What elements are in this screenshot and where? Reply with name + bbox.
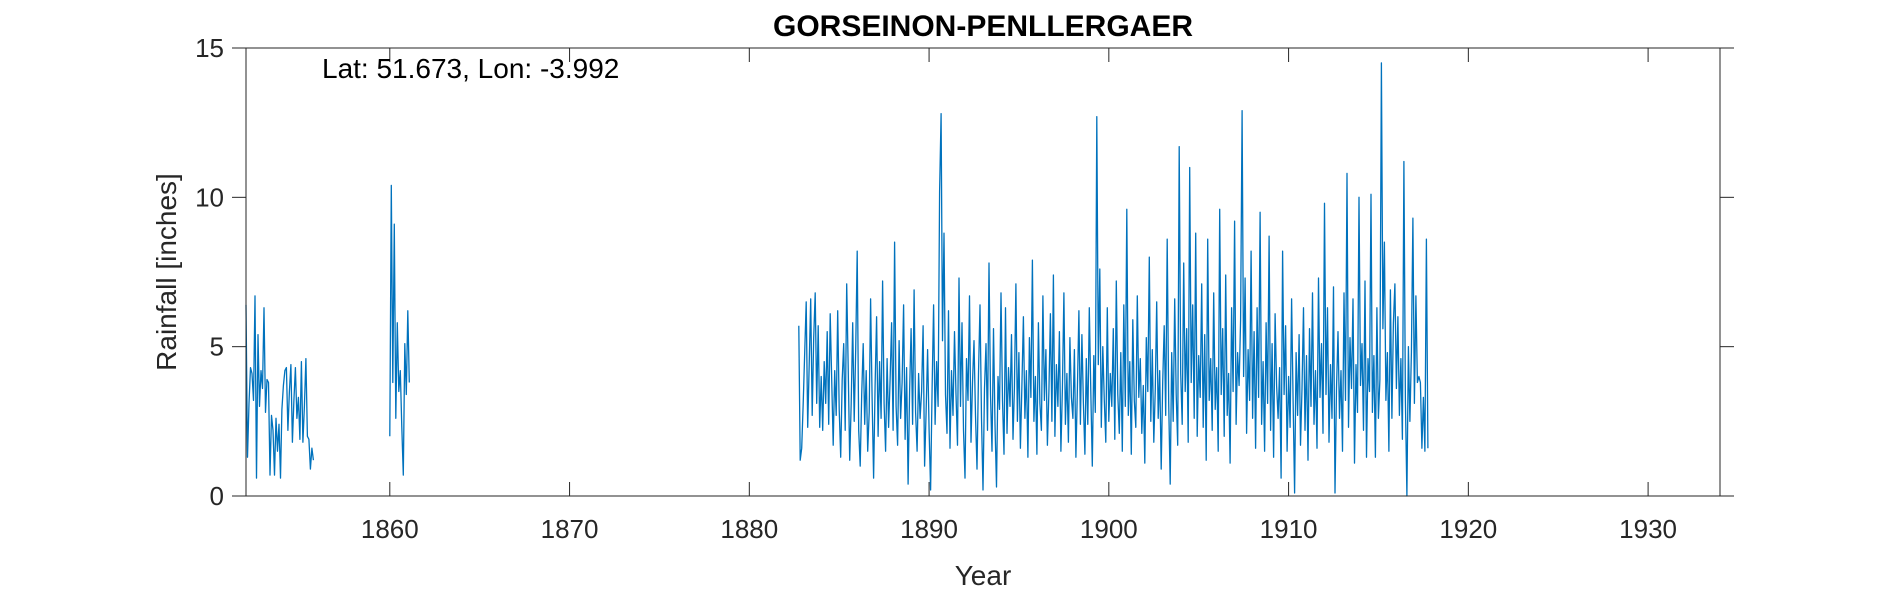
y-tick-label: 10 <box>195 182 224 212</box>
x-axis-label: Year <box>955 560 1012 591</box>
y-tick-label: 0 <box>210 481 224 511</box>
rainfall-line-segment-2 <box>389 184 410 476</box>
x-tick-label: 1930 <box>1619 514 1677 544</box>
x-tick-label: 1880 <box>720 514 778 544</box>
chart-title: GORSEINON-PENLLERGAER <box>773 10 1193 43</box>
data-series <box>245 62 1429 497</box>
y-axis-label: Rainfall [inches] <box>151 173 182 371</box>
rainfall-line-segment-1 <box>245 295 315 479</box>
rainfall-line-segment-3 <box>798 62 1429 497</box>
y-tick-label: 5 <box>210 332 224 362</box>
x-tick-label: 1900 <box>1080 514 1138 544</box>
plot-background <box>246 48 1720 496</box>
plot-frame <box>245 47 1721 497</box>
station-coordinates-annotation: Lat: 51.673, Lon: -3.992 <box>322 53 619 84</box>
x-tick-label: 1890 <box>900 514 958 544</box>
x-tick-label: 1870 <box>541 514 599 544</box>
x-tick-label: 1910 <box>1260 514 1318 544</box>
y-tick-label: 15 <box>195 33 224 63</box>
x-tick-label: 1860 <box>361 514 419 544</box>
x-tick-label: 1920 <box>1439 514 1497 544</box>
axis-ticks: 1860 1870 1880 1890 1900 1910 1920 1930 0 5 10 15 <box>195 33 1734 544</box>
